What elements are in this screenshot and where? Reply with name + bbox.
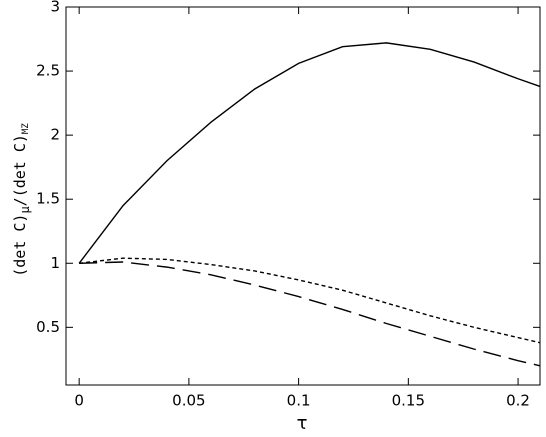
y-axis-label: (det C)μ/(det C)MZ <box>11 123 32 277</box>
y-tick-label: 3 <box>50 0 60 16</box>
y-tick-label: 1.5 <box>36 190 60 208</box>
y-tick-label: 2 <box>50 126 60 144</box>
y-label-part: (det C) <box>11 214 29 277</box>
line-series <box>79 261 541 367</box>
line-series <box>78 42 541 264</box>
x-tick-label: 0.15 <box>392 392 425 410</box>
y-tick-label: 0.5 <box>36 318 60 336</box>
y-tick-label: 1 <box>50 254 60 272</box>
x-tick-label: 0.05 <box>172 392 205 410</box>
x-tick-label: 0.1 <box>287 392 311 410</box>
y-tick-label: 2.5 <box>36 62 60 80</box>
plot-frame <box>65 6 541 386</box>
y-label-part: /(det C) <box>11 134 29 206</box>
y-label-sub: MZ <box>21 123 31 134</box>
x-tick-label: 0.2 <box>506 392 530 410</box>
line-series <box>79 257 541 344</box>
y-label-sub: μ <box>18 206 32 213</box>
x-axis-label: τ <box>297 413 308 434</box>
x-tick-label: 0 <box>74 392 84 410</box>
